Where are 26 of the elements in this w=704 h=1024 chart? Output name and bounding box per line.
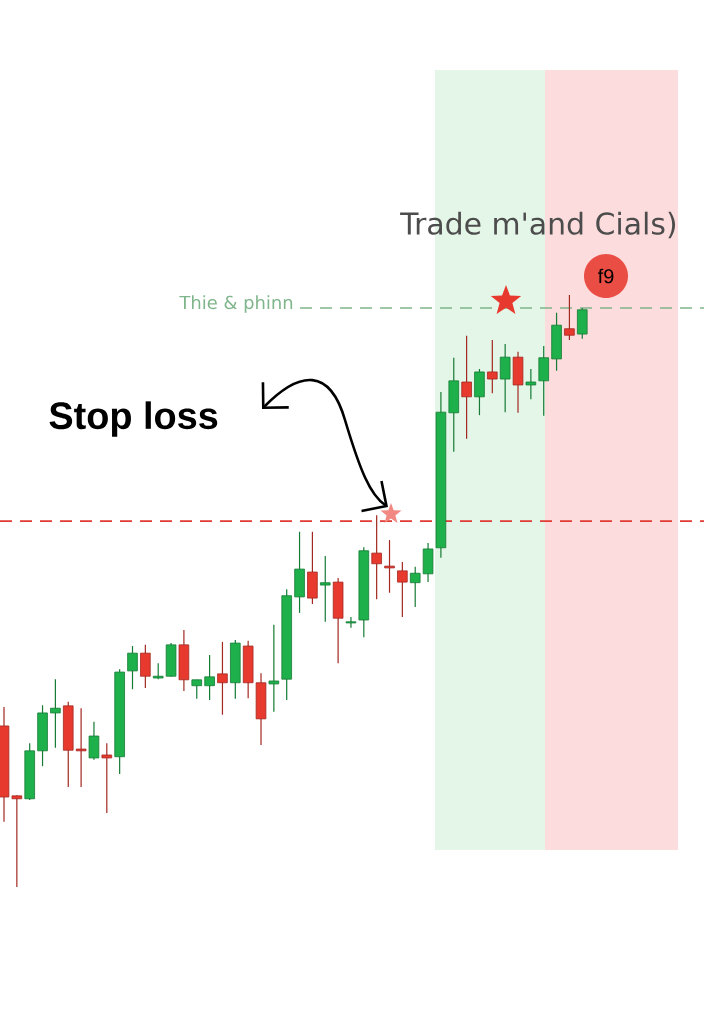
candlestick — [525, 368, 537, 400]
candlestick — [88, 721, 100, 761]
candlestick — [371, 514, 382, 600]
candlestick — [487, 339, 498, 394]
candlestick — [397, 561, 408, 618]
candlestick — [564, 294, 575, 341]
candlestick — [50, 678, 61, 749]
candlestick — [127, 645, 138, 690]
candlestick — [409, 566, 421, 608]
text: f9 — [597, 268, 614, 284]
candlestick — [217, 641, 228, 716]
candlestick — [101, 742, 113, 814]
candlestick — [384, 539, 395, 594]
ref-line-label: Thie & phinn — [179, 295, 293, 313]
candlestick — [499, 343, 511, 413]
candlestick — [75, 707, 87, 788]
chart-title: Trade m'and Cials) — [400, 211, 676, 239]
annotation: Stop loss — [49, 401, 218, 437]
candlestick — [538, 345, 549, 417]
candlestick — [268, 624, 280, 713]
candlestick — [204, 654, 215, 701]
candlestick — [319, 555, 331, 623]
candlestick — [140, 644, 151, 689]
candlestick — [345, 616, 357, 629]
candlestick — [461, 335, 472, 440]
candlestick — [191, 679, 203, 700]
